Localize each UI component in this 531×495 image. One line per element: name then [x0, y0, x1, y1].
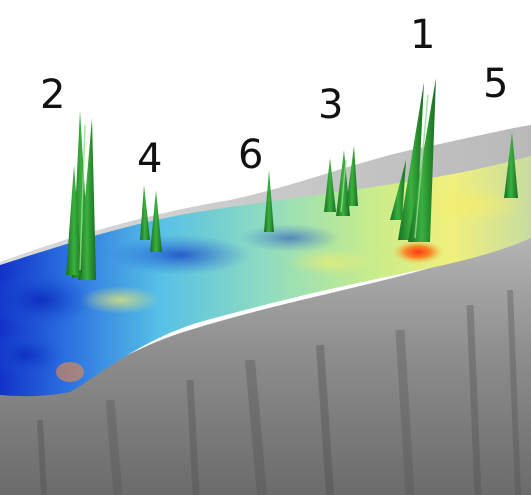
heatmap-blue-patches — [0, 224, 340, 377]
spike-highlights — [79, 94, 429, 271]
spike-6 — [264, 170, 274, 232]
spike-3 — [324, 146, 358, 216]
spike-5 — [504, 132, 518, 198]
spike-2 — [66, 110, 96, 280]
peak-label-4: 4 — [137, 136, 162, 182]
peak-label-5: 5 — [483, 61, 508, 107]
spike-4 — [140, 185, 162, 252]
surface-texture — [37, 289, 521, 495]
peak-label-3: 3 — [318, 82, 343, 128]
peak-label-1: 1 — [410, 12, 435, 58]
heatmap-warm-patches — [56, 187, 525, 382]
peak-label-2: 2 — [40, 72, 65, 118]
peak-label-6: 6 — [238, 132, 263, 178]
surface-body — [0, 232, 531, 495]
hotspot — [392, 240, 444, 264]
